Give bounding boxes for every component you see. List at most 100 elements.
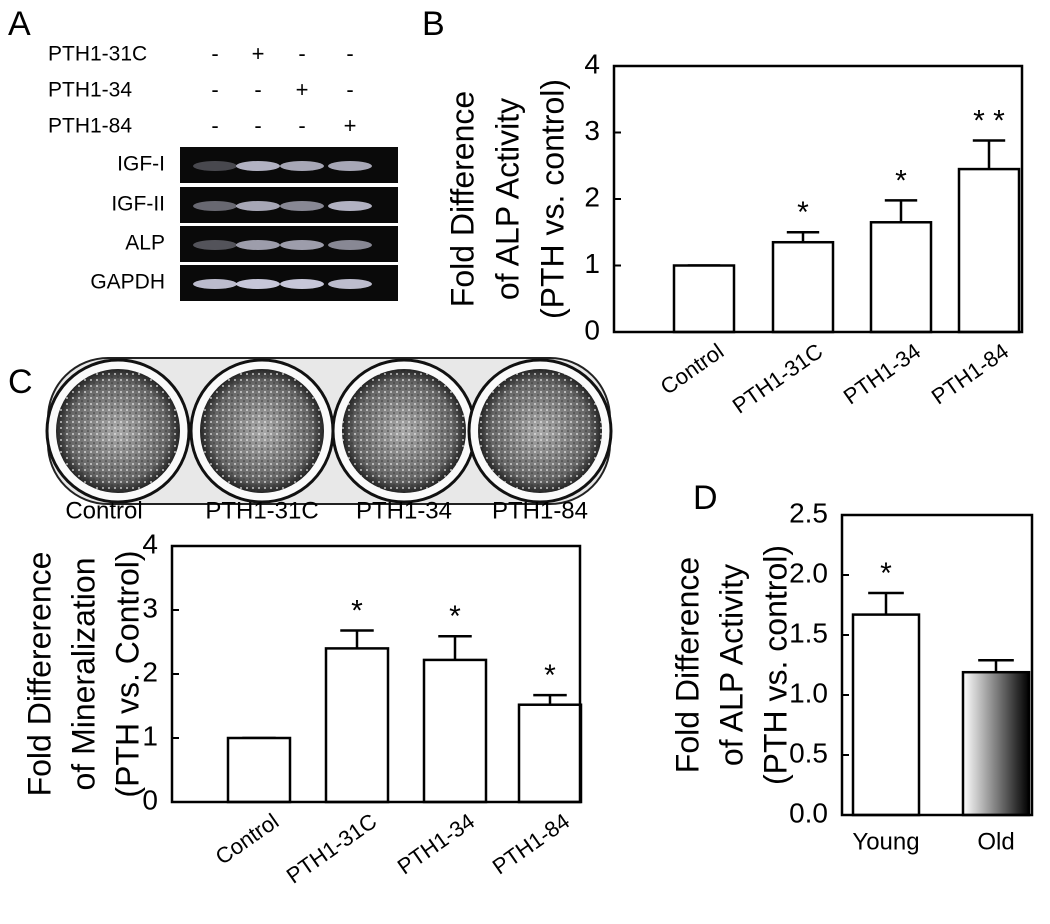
plot-frame <box>170 544 582 804</box>
gel-band <box>236 279 280 289</box>
x-tick-label: Control <box>211 808 283 869</box>
gel-band <box>280 161 324 171</box>
well-texture <box>200 369 324 493</box>
treatment-mark: - <box>211 41 218 66</box>
y-tick-label: 1 <box>584 248 600 279</box>
y-tick-label: 3 <box>584 115 600 146</box>
y-axis-label: Fold Difference <box>444 91 480 307</box>
y-tick-label: 2 <box>584 181 600 212</box>
bar <box>961 670 1031 817</box>
gel-band <box>280 201 324 211</box>
y-tick-label: 0 <box>142 784 158 815</box>
treatment-mark: - <box>254 77 261 102</box>
x-tick-label: PTH1-31C <box>728 338 828 418</box>
well-texture <box>56 369 180 493</box>
y-axis-label: (PTH vs. control) <box>757 545 793 785</box>
gel-band <box>193 201 237 211</box>
y-tick-label: 1.5 <box>789 617 828 648</box>
y-tick-label: 3 <box>142 592 158 623</box>
plot-frame <box>612 64 1024 334</box>
x-tick-label: Young <box>852 828 919 855</box>
bar <box>517 703 583 804</box>
y-axis-label: of Mineralization <box>65 558 101 791</box>
y-axis-label: (PTH vs. control) <box>534 79 570 319</box>
plate-label: PTH1-84 <box>492 497 588 524</box>
panel-label: A <box>8 5 31 43</box>
y-axis-label: Fold Difference <box>669 557 705 773</box>
band-label: IGF-I <box>117 153 165 176</box>
x-tick-label: Control <box>656 338 728 399</box>
bar <box>869 221 933 334</box>
bar <box>422 658 488 804</box>
y-tick-label: 0.5 <box>789 737 828 768</box>
bar <box>672 264 736 334</box>
y-tick-label: 2.0 <box>789 557 828 588</box>
x-tick-label: PTH1-34 <box>839 338 925 409</box>
treatment-label: PTH1-84 <box>48 115 132 138</box>
gel-band <box>193 279 237 289</box>
treatment-mark: - <box>346 77 353 102</box>
well-texture <box>478 369 602 493</box>
treatment-label: PTH1-31C <box>48 43 147 66</box>
band-label: ALP <box>125 232 165 255</box>
significance-mark: * * <box>973 104 1005 137</box>
treatment-mark: - <box>298 113 305 138</box>
significance-mark: * <box>880 557 892 590</box>
bar <box>957 167 1021 334</box>
plate-label: Control <box>65 497 142 524</box>
y-axis-label: of ALP Activity <box>489 98 525 300</box>
panel-label: D <box>693 479 718 517</box>
gel-band <box>328 161 372 171</box>
treatment-mark: - <box>346 41 353 66</box>
x-tick-label: PTH1-84 <box>927 338 1013 409</box>
x-tick-label: PTH1-84 <box>488 808 574 879</box>
y-tick-label: 1 <box>142 720 158 751</box>
y-tick-label: 2.5 <box>789 497 828 528</box>
y-tick-label: 4 <box>584 48 600 79</box>
band-label: IGF-II <box>111 193 165 216</box>
gel-band <box>236 240 280 250</box>
gel-band <box>280 240 324 250</box>
y-axis-label: Fold Differerence <box>21 552 57 797</box>
treatment-mark: - <box>211 77 218 102</box>
panel-label: B <box>422 5 445 43</box>
bar <box>771 240 835 334</box>
x-tick-label: PTH1-31C <box>282 808 382 888</box>
treatment-mark: - <box>298 41 305 66</box>
treatment-mark: + <box>252 41 265 66</box>
treatment-mark: - <box>254 113 261 138</box>
y-tick-label: 4 <box>142 528 158 559</box>
treatment-label: PTH1-34 <box>48 79 132 102</box>
panel-label: C <box>8 363 33 401</box>
significance-mark: * <box>895 164 907 197</box>
plot-frame <box>840 513 1034 817</box>
bar <box>851 613 921 817</box>
y-tick-label: 0.0 <box>789 797 828 828</box>
significance-mark: * <box>351 594 363 627</box>
x-tick-label: Old <box>977 828 1014 855</box>
treatment-mark: + <box>344 113 357 138</box>
y-tick-label: 0 <box>584 314 600 345</box>
bar <box>226 736 292 804</box>
well-texture <box>342 369 466 493</box>
plate-label: PTH1-31C <box>205 497 318 524</box>
significance-mark: * <box>449 600 461 633</box>
x-tick-label: PTH1-34 <box>393 808 479 879</box>
treatment-mark: - <box>211 113 218 138</box>
plate-label: PTH1-34 <box>356 497 452 524</box>
gel-band <box>236 161 280 171</box>
gel-band <box>193 161 237 171</box>
band-label: GAPDH <box>90 271 165 294</box>
y-tick-label: 1.0 <box>789 677 828 708</box>
gel-band <box>193 240 237 250</box>
y-tick-label: 2 <box>142 656 158 687</box>
gel-band <box>328 279 372 289</box>
y-axis-label: (PTH vs. Control) <box>109 550 145 797</box>
y-axis-label: of ALP Activity <box>713 564 749 766</box>
significance-mark: * <box>797 196 809 229</box>
treatment-mark: + <box>296 77 309 102</box>
significance-mark: * <box>544 659 556 692</box>
gel-band <box>328 201 372 211</box>
bar <box>324 647 390 804</box>
